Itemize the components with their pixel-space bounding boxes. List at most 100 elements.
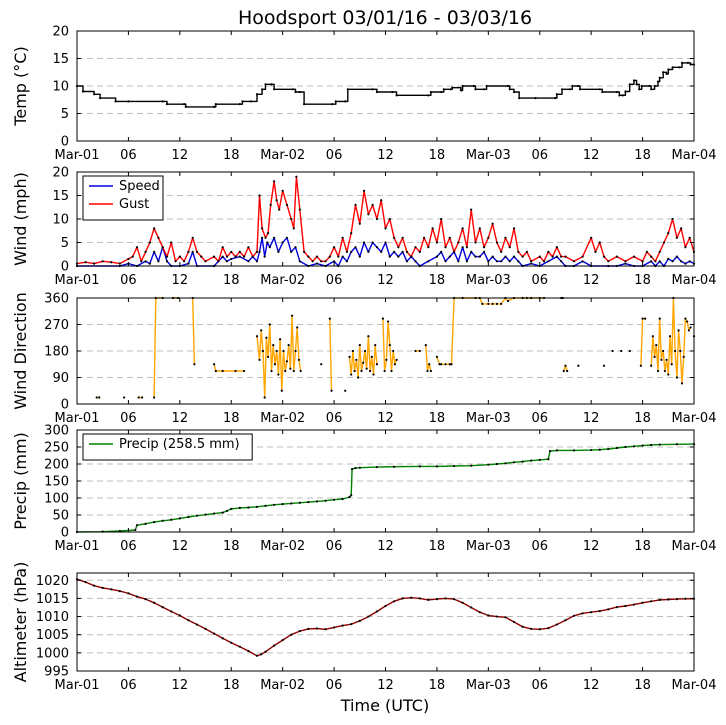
data-point	[365, 367, 368, 370]
data-point	[653, 84, 656, 88]
series-markers-wind-0	[75, 236, 696, 268]
data-point	[688, 260, 691, 263]
data-point	[551, 255, 554, 258]
data-point	[350, 373, 353, 376]
x-tick-label: 12	[377, 539, 394, 554]
data-point	[427, 94, 430, 97]
x-tick-label: Mar-04	[672, 539, 717, 554]
data-point	[555, 623, 558, 626]
data-point	[640, 84, 643, 88]
data-point	[487, 302, 490, 305]
data-point	[264, 504, 267, 507]
data-point	[144, 522, 147, 525]
data-point	[487, 260, 490, 263]
x-tick-label: 18	[429, 273, 446, 288]
data-point	[689, 326, 692, 329]
data-point	[375, 465, 379, 469]
data-point	[474, 241, 477, 244]
data-point	[641, 444, 644, 447]
data-point	[272, 88, 276, 91]
data-point	[311, 260, 314, 263]
data-point	[294, 90, 297, 94]
data-point	[459, 89, 463, 92]
data-point	[547, 627, 550, 630]
x-tick-label: 12	[172, 148, 189, 163]
data-point	[512, 620, 516, 624]
data-point	[255, 654, 259, 657]
data-point	[478, 227, 481, 230]
data-point	[255, 505, 259, 508]
data-point	[688, 236, 691, 239]
data-point	[238, 250, 241, 253]
data-point	[392, 349, 395, 353]
data-point	[255, 93, 259, 96]
data-point	[234, 369, 237, 373]
data-point	[195, 514, 199, 517]
data-point	[638, 88, 641, 91]
data-point	[350, 623, 353, 626]
data-point	[281, 241, 284, 244]
panel-wind: 0 5 10 15 20 Mar-01 06 12 18 Mar-02 06 12 18 Mar-03 06…	[11, 166, 716, 289]
data-point	[341, 497, 344, 501]
y-tick-label: 1010	[36, 610, 69, 625]
data-point	[568, 88, 571, 91]
y-axis-label-temp: Temp (°C)	[11, 46, 30, 126]
x-tick-label: Mar-01	[55, 273, 100, 288]
data-point	[153, 521, 156, 524]
data-point	[650, 364, 653, 367]
data-point	[491, 222, 494, 225]
data-point	[217, 260, 220, 263]
x-tick-label: 12	[172, 411, 189, 426]
data-point	[650, 443, 653, 447]
data-point	[258, 250, 261, 253]
data-point	[135, 246, 139, 249]
data-point	[660, 358, 663, 361]
data-point	[332, 498, 336, 501]
x-tick-label: Mar-04	[672, 678, 717, 693]
data-point	[677, 329, 680, 332]
y-tick-label: 50	[52, 509, 69, 524]
data-point	[452, 250, 456, 253]
data-point	[560, 255, 563, 258]
data-point	[330, 389, 333, 392]
data-point	[500, 260, 503, 263]
data-point	[401, 597, 404, 600]
data-point	[344, 389, 347, 392]
data-point	[414, 260, 417, 263]
data-point	[424, 344, 427, 347]
y-tick-label: 180	[44, 345, 69, 360]
data-point	[285, 236, 289, 239]
data-point	[555, 93, 558, 96]
data-point	[247, 506, 250, 509]
data-point	[566, 369, 569, 373]
data-point	[362, 189, 366, 192]
data-point	[272, 644, 276, 647]
data-point	[290, 314, 294, 317]
data-point	[341, 624, 344, 627]
data-point	[362, 361, 365, 364]
data-point	[440, 217, 443, 221]
y-tick-label: 20	[52, 25, 69, 40]
data-point	[195, 623, 199, 626]
data-point	[225, 260, 229, 263]
data-point	[392, 250, 396, 253]
data-point	[307, 627, 310, 630]
data-point	[261, 349, 265, 353]
data-point	[170, 610, 173, 613]
data-point	[110, 588, 113, 591]
data-point	[512, 90, 516, 94]
data-point	[481, 302, 484, 305]
data-point	[674, 349, 677, 353]
data-point	[602, 364, 606, 367]
data-point	[607, 447, 610, 451]
data-point	[508, 260, 511, 263]
data-point	[268, 246, 271, 249]
x-tick-label: 12	[583, 273, 600, 288]
data-point	[518, 97, 521, 100]
y-tick-label: 270	[44, 318, 69, 333]
data-point	[395, 94, 398, 97]
data-point	[457, 260, 460, 263]
data-point	[371, 203, 374, 206]
data-point	[521, 255, 524, 258]
data-point	[572, 449, 576, 452]
